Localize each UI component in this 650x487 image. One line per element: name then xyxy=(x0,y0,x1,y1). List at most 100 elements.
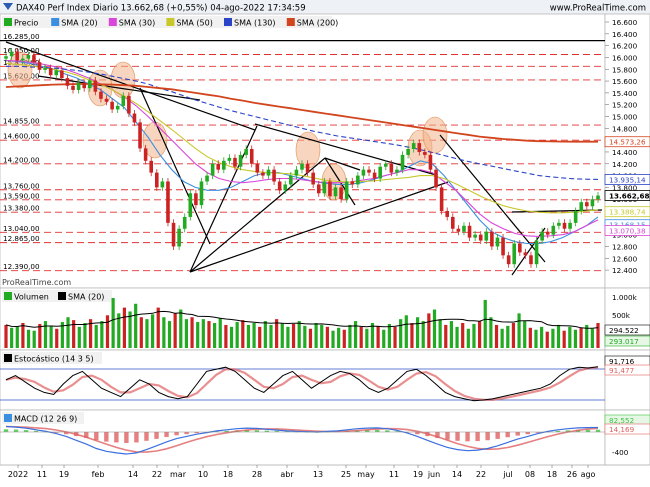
macd-bar xyxy=(13,429,19,432)
candle-body xyxy=(182,216,187,229)
candle-body xyxy=(495,237,500,247)
website-label: www.ProRealTime.com xyxy=(550,4,646,14)
legend-label: SMA (200) xyxy=(297,19,339,28)
candle-body xyxy=(244,149,248,155)
volume-legend-label: Volumen xyxy=(14,293,49,302)
last-value-label: 13.070,38 xyxy=(609,226,646,235)
volume-bar xyxy=(573,329,578,348)
x-tick-label: 2022 xyxy=(8,470,28,479)
candle-body xyxy=(450,216,455,229)
volume-bar xyxy=(286,326,290,348)
macd-bar xyxy=(184,432,189,435)
candle-body xyxy=(132,113,137,123)
candle-body xyxy=(350,181,355,185)
macd-bar xyxy=(475,432,480,442)
volume-bar xyxy=(145,319,149,348)
volume-bar xyxy=(10,327,14,348)
candle-body xyxy=(585,202,589,207)
candle-body xyxy=(300,163,304,170)
candle-body xyxy=(484,231,489,241)
macd-last-label: 82,552 xyxy=(609,416,634,425)
candle-body xyxy=(110,101,114,110)
price-tick-label: 12.600 xyxy=(612,254,638,263)
legend-label: SMA (50) xyxy=(176,19,212,28)
legend-swatch xyxy=(224,18,232,26)
candle-body xyxy=(322,181,327,194)
macd-bar xyxy=(274,431,280,432)
candle-body xyxy=(121,95,126,106)
volume-bar xyxy=(489,317,493,348)
volume-bar xyxy=(370,323,375,348)
macd-bar xyxy=(33,430,39,432)
volume-bar xyxy=(49,325,53,348)
volume-bar xyxy=(579,327,583,348)
sma-line xyxy=(5,59,599,245)
candle-body xyxy=(171,222,176,247)
volume-bar xyxy=(134,303,138,348)
volume-bar xyxy=(167,321,172,348)
dropdown-icon[interactable] xyxy=(3,3,13,10)
stochastic-last-label: 91,716 xyxy=(609,357,635,366)
candle-body xyxy=(4,56,8,59)
macd-bar xyxy=(555,430,561,432)
candle-body xyxy=(434,169,438,188)
candle-body xyxy=(316,184,321,194)
candle-body xyxy=(439,187,444,212)
last-value-box xyxy=(604,136,650,148)
trendline xyxy=(37,75,201,101)
macd-last-box xyxy=(604,423,650,435)
candle-body xyxy=(356,175,360,185)
candle-body xyxy=(333,187,338,197)
candle-body xyxy=(76,82,81,90)
price-tick-label: 15.000 xyxy=(612,113,638,122)
x-tick-label: 18 xyxy=(223,470,233,479)
candle-body xyxy=(372,172,377,179)
volume-bar xyxy=(455,326,459,348)
macd-bar xyxy=(264,430,270,432)
volume-bar xyxy=(196,322,200,348)
candle-body xyxy=(367,169,371,173)
candle-body xyxy=(60,70,64,79)
candle-body xyxy=(423,151,427,155)
candle-body xyxy=(48,68,53,76)
volume-bar xyxy=(43,321,48,348)
x-tick-label: 14 xyxy=(452,470,462,479)
price-tick-label: 16.200 xyxy=(612,42,638,51)
volume-bar xyxy=(38,323,42,348)
sma-line xyxy=(6,65,599,180)
macd-bar xyxy=(254,430,260,432)
candle-body xyxy=(154,172,159,188)
legend-swatch xyxy=(166,18,175,26)
candle-body xyxy=(143,148,148,161)
macd-last-label: 14,169 xyxy=(609,425,635,434)
candle-body xyxy=(523,252,528,256)
volume-legend: Volumen SMA (20) xyxy=(2,290,112,302)
candle-body xyxy=(478,234,483,241)
macd-bar xyxy=(495,432,500,439)
macd-bar xyxy=(53,432,59,433)
highlight-ellipse xyxy=(295,131,321,169)
volume-bar xyxy=(562,330,566,348)
candle-body xyxy=(590,199,595,207)
candle-body xyxy=(294,169,299,176)
candle-body xyxy=(473,234,477,238)
trendline xyxy=(189,157,326,273)
candle-body xyxy=(328,181,332,197)
trendline xyxy=(439,134,546,263)
trendline xyxy=(324,157,361,171)
macd-bar xyxy=(194,432,199,434)
macd-bar xyxy=(485,432,490,441)
macd-bar xyxy=(64,432,69,435)
volume-bar xyxy=(415,317,420,348)
candle-body xyxy=(512,243,517,265)
volume-bar xyxy=(590,328,594,348)
volume-bar xyxy=(320,324,324,348)
price-tick-label: 14.200 xyxy=(612,160,638,169)
candle-body xyxy=(573,211,578,223)
price-tick-label: 15.800 xyxy=(612,65,638,74)
macd-bar xyxy=(565,430,571,432)
volume-bar xyxy=(213,323,217,348)
candle-body xyxy=(65,78,70,86)
price-tick-label: 15.600 xyxy=(612,77,638,86)
candle-body xyxy=(283,184,288,191)
